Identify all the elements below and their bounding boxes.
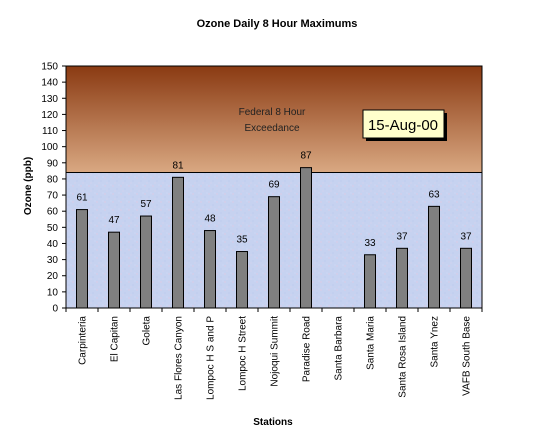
data-label: 57 (140, 199, 152, 210)
y-tick-label: 30 (47, 255, 59, 266)
data-label: 87 (300, 151, 312, 162)
bar (236, 251, 248, 309)
x-axis: Carpinteria El Capitan Goleta Las Flores Ca… (65, 308, 483, 400)
data-label: 35 (236, 235, 248, 246)
chart-title: Ozone Daily 8 Hour Maximums (197, 18, 358, 30)
y-tick-label: 90 (47, 158, 59, 169)
y-tick-label: 10 (47, 287, 59, 298)
data-label: 48 (204, 214, 216, 225)
data-label: 47 (108, 215, 120, 226)
date-label: 15-Aug-00 (368, 117, 438, 134)
exceedance-label-line1: Federal 8 Hour (239, 107, 306, 118)
bar (76, 209, 88, 309)
y-axis-label: Ozone (ppb) (23, 157, 34, 215)
data-label: 69 (268, 180, 280, 191)
data-label: 33 (364, 238, 376, 249)
y-tick-label: 40 (47, 239, 59, 250)
x-tick-label: Nojoqui Summit (270, 316, 281, 387)
x-tick-label: Paradise Road (302, 316, 313, 382)
y-tick-label: 130 (41, 94, 58, 105)
y-tick-label: 0 (52, 304, 58, 315)
x-tick-label: Goleta (142, 316, 153, 346)
date-box: 15-Aug-00 (362, 109, 447, 141)
bar (364, 254, 376, 309)
bar (300, 167, 312, 309)
x-tick-label: Santa Ynez (430, 316, 441, 368)
x-tick-label: VAFB South Base (462, 316, 473, 396)
x-tick-label: Lompoc H S and P (206, 316, 217, 400)
y-tick-label: 140 (41, 78, 58, 89)
plot-border (65, 65, 483, 309)
y-tick-label: 150 (41, 62, 58, 73)
x-tick-label: Lompoc H Street (238, 316, 249, 391)
y-tick-label: 60 (47, 207, 59, 218)
bars (76, 167, 472, 309)
bar (204, 230, 216, 309)
y-tick-label: 20 (47, 271, 59, 282)
bar (460, 247, 472, 309)
x-tick-label: Santa Barbara (334, 316, 345, 381)
data-label: 61 (76, 193, 88, 204)
y-tick-label: 120 (41, 110, 58, 121)
x-tick-label: El Capitan (110, 316, 121, 362)
exceedance-label-line2: Exceedance (244, 123, 299, 134)
y-tick-label: 50 (47, 223, 59, 234)
bar (268, 196, 280, 309)
y-tick-label: 80 (47, 174, 59, 185)
y-axis: 0 10 20 30 40 50 60 70 80 90 100 110 120 130 140 150 (41, 62, 66, 315)
bar (140, 215, 152, 309)
bar (108, 231, 120, 309)
plot-area: 61 47 57 81 48 35 69 87 33 37 63 37 (65, 65, 483, 309)
x-tick-label: Carpinteria (78, 316, 89, 365)
data-label: 81 (172, 160, 184, 171)
data-label: 37 (460, 231, 472, 242)
x-tick-label: Santa Rosa Island (398, 316, 409, 398)
data-label: 37 (396, 231, 408, 242)
x-axis-label: Stations (253, 417, 293, 428)
data-label: 63 (428, 189, 440, 200)
bar (396, 247, 408, 309)
y-tick-label: 110 (42, 126, 58, 137)
y-tick-label: 70 (47, 191, 59, 202)
data-labels: 61 47 57 81 48 35 69 87 33 37 63 37 (76, 151, 472, 249)
y-tick-label: 100 (41, 142, 58, 153)
bar (428, 205, 440, 309)
bar (172, 176, 184, 309)
x-tick-label: Las Flores Canyon (174, 316, 185, 400)
x-tick-label: Santa Maria (366, 316, 377, 370)
